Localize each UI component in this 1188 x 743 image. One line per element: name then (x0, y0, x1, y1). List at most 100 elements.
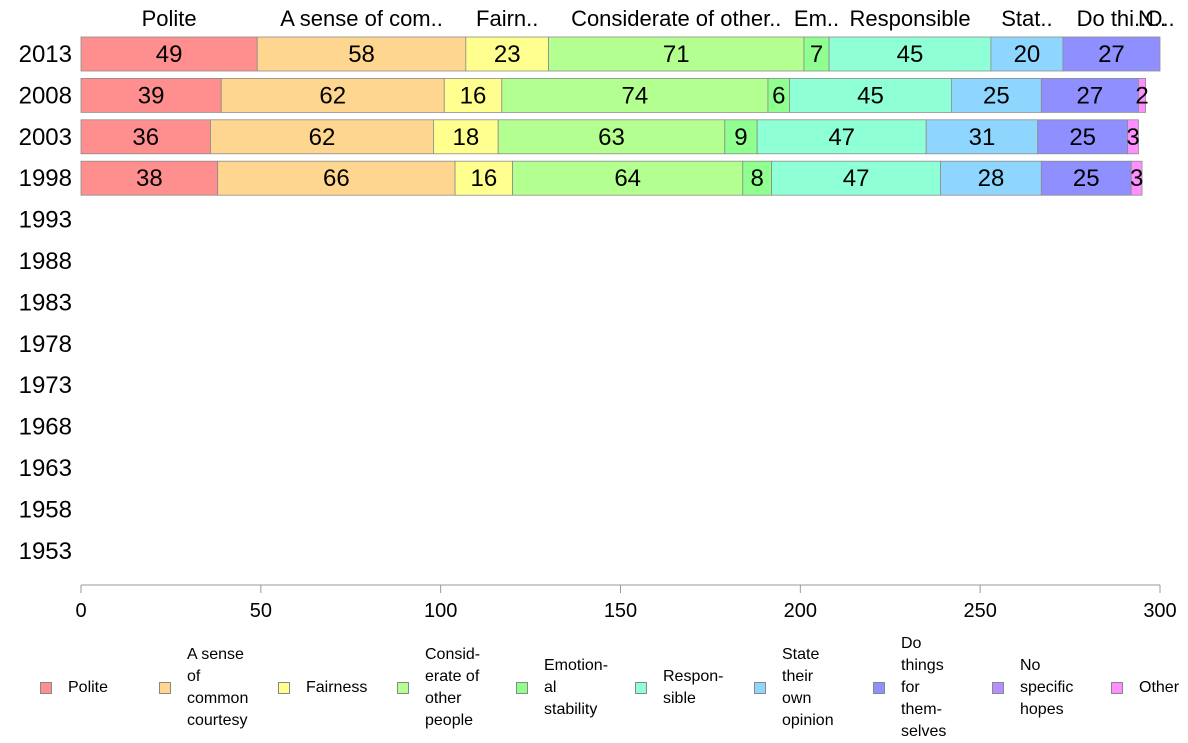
x-tick-label: 300 (1143, 600, 1176, 622)
data-label: 2 (1135, 82, 1148, 109)
bar-segment (771, 160, 942, 196)
bar-segment (1138, 78, 1147, 113)
bar-segment (220, 78, 445, 113)
legend-swatch (635, 682, 647, 694)
data-label: 20 (1014, 41, 1041, 68)
bar-segment (724, 119, 758, 155)
legend-swatch (992, 682, 1004, 694)
data-label: 25 (1069, 124, 1096, 151)
data-label: 6 (772, 82, 785, 109)
legend-swatch (40, 682, 52, 694)
series-top-label: A sense of com.. (280, 6, 443, 31)
bar-segment (256, 36, 467, 72)
data-label: 27 (1098, 41, 1125, 68)
data-label: 25 (983, 82, 1010, 109)
bar-segment (454, 160, 514, 196)
data-label: 16 (470, 165, 497, 192)
category-label: 2003 (19, 124, 72, 151)
series-top-label: Em.. (794, 6, 839, 31)
series-top-label: N.. (1138, 6, 1166, 31)
series-top-label: Considerate of other.. (571, 6, 781, 31)
data-label: 7 (810, 41, 823, 68)
category-label: 2008 (19, 82, 72, 109)
legend-item: No specific hopes (992, 640, 1073, 736)
bar-segment (828, 36, 992, 72)
data-label: 28 (978, 165, 1005, 192)
category-label: 1993 (19, 207, 72, 234)
legend-label: No specific hopes (1020, 657, 1074, 718)
category-label: 1998 (19, 165, 72, 192)
data-label: 31 (969, 124, 996, 151)
data-label: 27 (1077, 82, 1104, 109)
x-tick-label: 200 (784, 600, 817, 622)
data-label: 45 (897, 41, 924, 68)
series-top-label: Do thi.. (1077, 6, 1147, 31)
bar-segment (217, 160, 456, 196)
legend-item: Consid- erate of other people (397, 640, 480, 736)
legend-label: Consid- erate of other people (425, 646, 481, 729)
data-label: 47 (828, 124, 855, 151)
data-label: 45 (857, 82, 884, 109)
series-top-label: O.. (1145, 6, 1174, 31)
legend-item: Fairness (278, 640, 367, 736)
legend-label: Other (1139, 679, 1180, 696)
bar-segment (433, 119, 499, 155)
data-label: 49 (156, 41, 183, 68)
legend-swatch (754, 682, 766, 694)
series-top-label: Stat.. (1001, 6, 1052, 31)
chart-legend: Polite A sense of common courtesy Fairness… (0, 635, 1188, 740)
data-label: 71 (663, 41, 690, 68)
legend-swatch (873, 682, 885, 694)
bar-segment (1040, 160, 1132, 196)
legend-label: Respon- sible (663, 668, 724, 707)
chart-canvas: 2013200820031998199319881983197819731968… (19, 6, 1177, 622)
bar-segment (950, 78, 1042, 113)
legend-swatch (278, 682, 290, 694)
legend-label: State their own opinion (782, 646, 834, 729)
category-label: 2013 (19, 41, 72, 68)
data-label: 62 (309, 124, 336, 151)
bar-segment (80, 36, 258, 72)
series-top-label: Responsible (849, 6, 970, 31)
legend-label: Fairness (306, 679, 368, 696)
legend-item: A sense of common courtesy (159, 640, 248, 736)
data-label: 64 (614, 165, 641, 192)
data-label: 74 (622, 82, 649, 109)
bar-segment (803, 36, 830, 72)
category-label: 1963 (19, 455, 72, 482)
legend-item: Polite (40, 640, 108, 736)
data-label: 39 (138, 82, 165, 109)
data-label: 8 (750, 165, 763, 192)
category-label: 1978 (19, 331, 72, 358)
legend-label: Emotion- al stability (544, 657, 609, 718)
data-label: 36 (132, 124, 159, 151)
legend-swatch (1111, 682, 1123, 694)
x-tick-label: 150 (604, 600, 637, 622)
data-label: 9 (734, 124, 747, 151)
category-label: 1953 (19, 538, 72, 565)
bar-segment (1040, 78, 1139, 113)
bar-segment (80, 78, 222, 113)
bar-segment (1127, 119, 1139, 155)
x-tick-label: 50 (250, 600, 272, 622)
x-tick-label: 0 (75, 600, 86, 622)
data-label: 58 (348, 41, 375, 68)
data-label: 62 (319, 82, 346, 109)
legend-swatch (159, 682, 171, 694)
x-tick-label: 100 (424, 600, 457, 622)
bar-segment (925, 119, 1039, 155)
series-top-label: Fairn.. (476, 6, 538, 31)
data-label: 63 (598, 124, 625, 151)
legend-item: Emotion- al stability (516, 640, 608, 736)
legend-label: Do things for them- selves (901, 635, 947, 740)
bar-segment (465, 36, 549, 72)
category-label: 1968 (19, 414, 72, 441)
bar-segment (501, 78, 769, 113)
bar-segment (1062, 36, 1161, 72)
data-label: 23 (494, 41, 521, 68)
bar-segment (548, 36, 805, 72)
legend-item: State their own opinion (754, 640, 834, 736)
bar-segment (80, 119, 211, 155)
data-label: 47 (843, 165, 870, 192)
